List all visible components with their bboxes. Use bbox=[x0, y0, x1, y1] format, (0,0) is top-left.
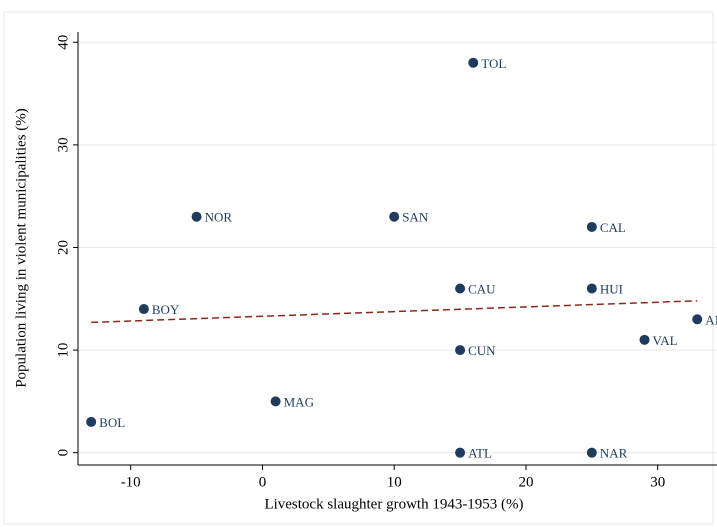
point-label: HUI bbox=[600, 282, 623, 297]
point bbox=[389, 211, 400, 222]
point-label: MAG bbox=[284, 394, 314, 409]
y-axis-title: Population living in violent municipalit… bbox=[13, 108, 29, 388]
x-tick-label: -10 bbox=[121, 474, 141, 490]
point bbox=[270, 396, 281, 407]
point bbox=[639, 334, 650, 345]
x-tick-label: 10 bbox=[387, 474, 402, 490]
point bbox=[586, 221, 597, 232]
point-label: NOR bbox=[205, 210, 233, 225]
point-label: TOL bbox=[481, 56, 506, 71]
point bbox=[455, 447, 466, 458]
point-label: CAL bbox=[600, 220, 626, 235]
point-label: NAR bbox=[600, 446, 628, 461]
y-tick-label: 20 bbox=[55, 240, 71, 255]
x-tick-label: 20 bbox=[518, 474, 533, 490]
point bbox=[455, 283, 466, 294]
y-tick-label: 10 bbox=[55, 343, 71, 358]
point-label: ATL bbox=[468, 446, 492, 461]
point-label: BOY bbox=[152, 302, 180, 317]
point-label: CAU bbox=[468, 282, 496, 297]
x-tick-label: 0 bbox=[259, 474, 267, 490]
point bbox=[692, 314, 703, 325]
point-label: VAL bbox=[653, 333, 678, 348]
frame bbox=[3, 11, 714, 525]
point bbox=[191, 211, 202, 222]
point-label: SAN bbox=[402, 210, 429, 225]
point bbox=[455, 345, 466, 356]
fit-line bbox=[91, 300, 698, 324]
point bbox=[138, 304, 149, 315]
point bbox=[586, 283, 597, 294]
point-label: CUN bbox=[468, 343, 496, 358]
y-tick-label: 30 bbox=[55, 137, 71, 152]
y-tick-label: 0 bbox=[55, 449, 71, 457]
point-label: BOL bbox=[99, 415, 125, 430]
point-label: ANT bbox=[705, 312, 717, 327]
y-tick-label: 40 bbox=[55, 35, 71, 50]
x-axis-title: Livestock slaughter growth 1943-1953 (%) bbox=[264, 496, 523, 512]
x-tick-label: 30 bbox=[650, 474, 665, 490]
point bbox=[86, 416, 97, 427]
point bbox=[586, 447, 597, 458]
point bbox=[468, 57, 479, 68]
